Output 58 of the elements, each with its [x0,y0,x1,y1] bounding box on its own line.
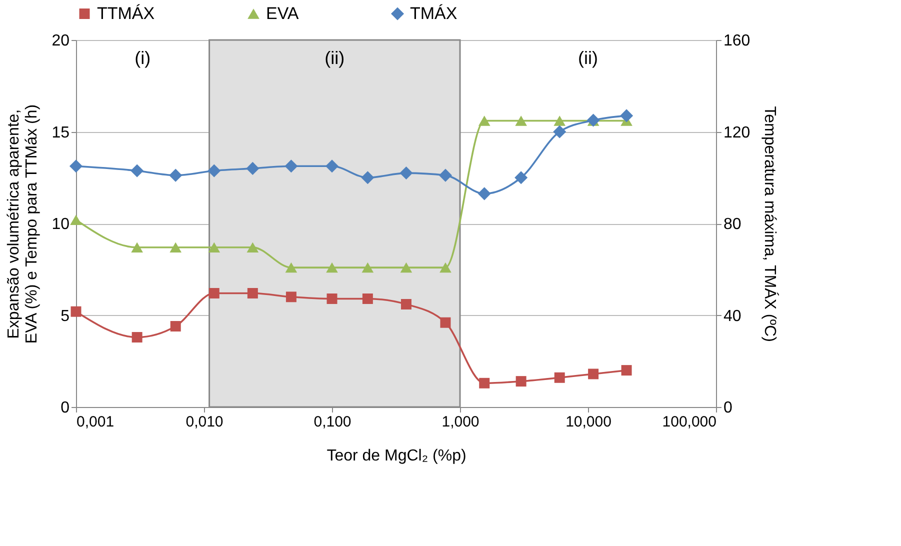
point [169,168,182,182]
point [285,262,298,273]
y2-tick-label: 40 [724,308,742,325]
y-tick-label: 20 [52,32,70,50]
point [284,160,298,173]
point [479,378,490,388]
y-tick-label: 5 [60,308,70,325]
point [553,125,566,138]
point [554,116,566,126]
point [400,298,412,310]
point [132,332,142,343]
annotation: (ii) [324,48,345,68]
point [362,262,374,273]
x-tick-label: 0,010 [186,414,224,430]
point [247,288,258,298]
point [478,116,490,126]
point [478,187,491,200]
x-tick-label: 0,001 [76,414,114,430]
point [362,293,373,304]
point [130,164,144,178]
x-tick-label: 100,000 [662,414,716,430]
point [400,262,412,273]
point [170,242,182,252]
point [131,242,143,252]
annotation: (ii) [578,48,598,68]
point [170,321,181,332]
y2-tick-label: 80 [724,216,742,233]
legend-label: TTMÁX [97,4,155,23]
point [208,288,220,298]
point [246,162,260,175]
point [208,164,221,178]
x-tick-label: 1,000 [442,414,480,430]
point [514,171,528,184]
point [440,317,451,328]
legend-label: TMÁX [410,4,458,23]
y-tick-label: 15 [52,124,70,142]
annotation: (i) [134,48,151,68]
point [515,116,527,126]
point [440,262,452,273]
x-tick-label: 0,100 [314,414,352,430]
x-axis-title: Teor de MgCl₂ (%p) [326,448,466,464]
y-tick-label: 0 [60,400,70,416]
y-tick-label: 10 [52,216,70,233]
point [246,242,259,252]
y2-tick-label: 0 [724,400,732,416]
point [438,168,452,182]
y-axis-title: Expansão volumétrica aparente, EVA (%) e Tempo para TTMáx (h) [6,104,41,344]
y2-axis-title: Temperatura máxima, TMÁX (ºC) [761,106,780,342]
legend-label: EVA [266,4,300,23]
y2-tick-label: 160 [724,32,750,50]
point [361,171,374,184]
point [208,242,220,252]
y2-tick-label: 120 [724,124,750,142]
point [516,376,526,387]
point [400,166,413,180]
point [554,372,565,383]
point [286,292,296,302]
x-tick-label: 10,000 [566,414,612,430]
